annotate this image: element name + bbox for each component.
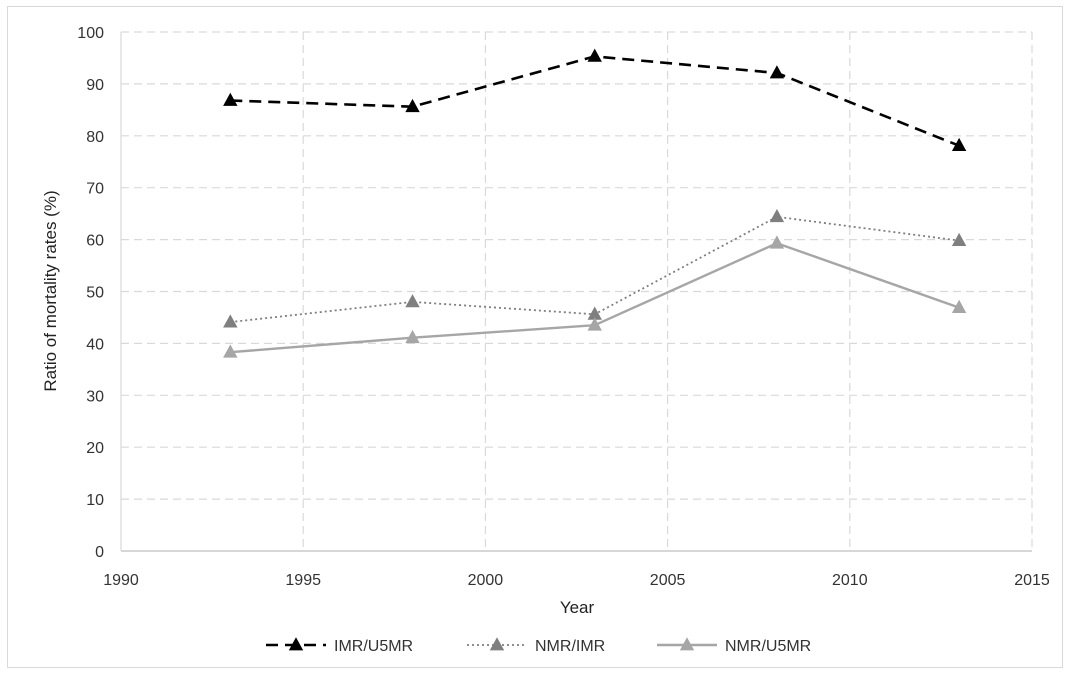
y-tick-label: 90	[86, 77, 104, 94]
grid-layer	[121, 31, 1033, 551]
data-point-marker	[405, 98, 420, 113]
legend-item: NMR/IMR	[467, 637, 605, 655]
axis-layer: 0 10 20 30 40 50 60 70 80 90 100 1990 1995 2000 2005 20…	[77, 25, 1050, 589]
data-point-marker	[951, 232, 967, 247]
data-point-marker	[587, 317, 602, 331]
data-point-marker	[951, 137, 967, 152]
legend-swatch-marker	[288, 637, 304, 651]
y-tick-label: 0	[95, 544, 104, 561]
legend-swatch-marker	[679, 637, 695, 651]
chart-frame	[7, 6, 1063, 668]
x-tick-label: 2005	[650, 572, 686, 589]
series-layer	[223, 48, 967, 358]
data-point-marker	[769, 65, 785, 79]
y-tick-label: 30	[86, 388, 104, 405]
y-axis-title: Ratio of mortality rates (%)	[41, 190, 60, 391]
y-tick-label: 10	[86, 492, 104, 509]
data-point-marker	[587, 306, 602, 320]
data-point-marker	[769, 235, 785, 249]
legend: IMR/U5MR NMR/IMR NMR/U5MR	[266, 637, 811, 655]
series-imr-u5mr	[223, 48, 967, 152]
x-tick-label: 2015	[1014, 572, 1050, 589]
legend-item: IMR/U5MR	[266, 637, 413, 655]
y-tick-label: 50	[86, 285, 104, 302]
series-nmr-imr	[223, 208, 967, 328]
data-point-marker	[587, 48, 602, 62]
series-nmr-u5mr	[223, 235, 967, 358]
x-tick-label: 1990	[103, 572, 139, 589]
x-tick-label: 2000	[468, 572, 504, 589]
data-point-marker	[769, 208, 785, 223]
legend-swatch-marker	[489, 637, 505, 651]
legend-label: NMR/IMR	[535, 638, 605, 655]
legend-label: NMR/U5MR	[725, 638, 811, 655]
data-point-marker	[405, 329, 420, 344]
data-point-marker	[951, 299, 967, 313]
legend-item: NMR/U5MR	[657, 637, 811, 655]
x-tick-label: 2010	[832, 572, 868, 589]
data-point-marker	[223, 314, 238, 328]
data-point-marker	[405, 294, 420, 308]
x-tick-label: 1995	[285, 572, 321, 589]
y-tick-label: 60	[86, 233, 104, 250]
data-point-marker	[223, 344, 238, 358]
y-tick-label: 70	[86, 181, 104, 198]
legend-label: IMR/U5MR	[334, 638, 413, 655]
x-axis-title: Year	[560, 598, 595, 617]
series-line	[230, 55, 960, 147]
y-tick-label: 40	[86, 336, 104, 353]
y-tick-label: 20	[86, 440, 104, 457]
data-point-marker	[223, 92, 238, 106]
y-tick-label: 80	[86, 129, 104, 146]
y-tick-label: 100	[77, 25, 104, 42]
